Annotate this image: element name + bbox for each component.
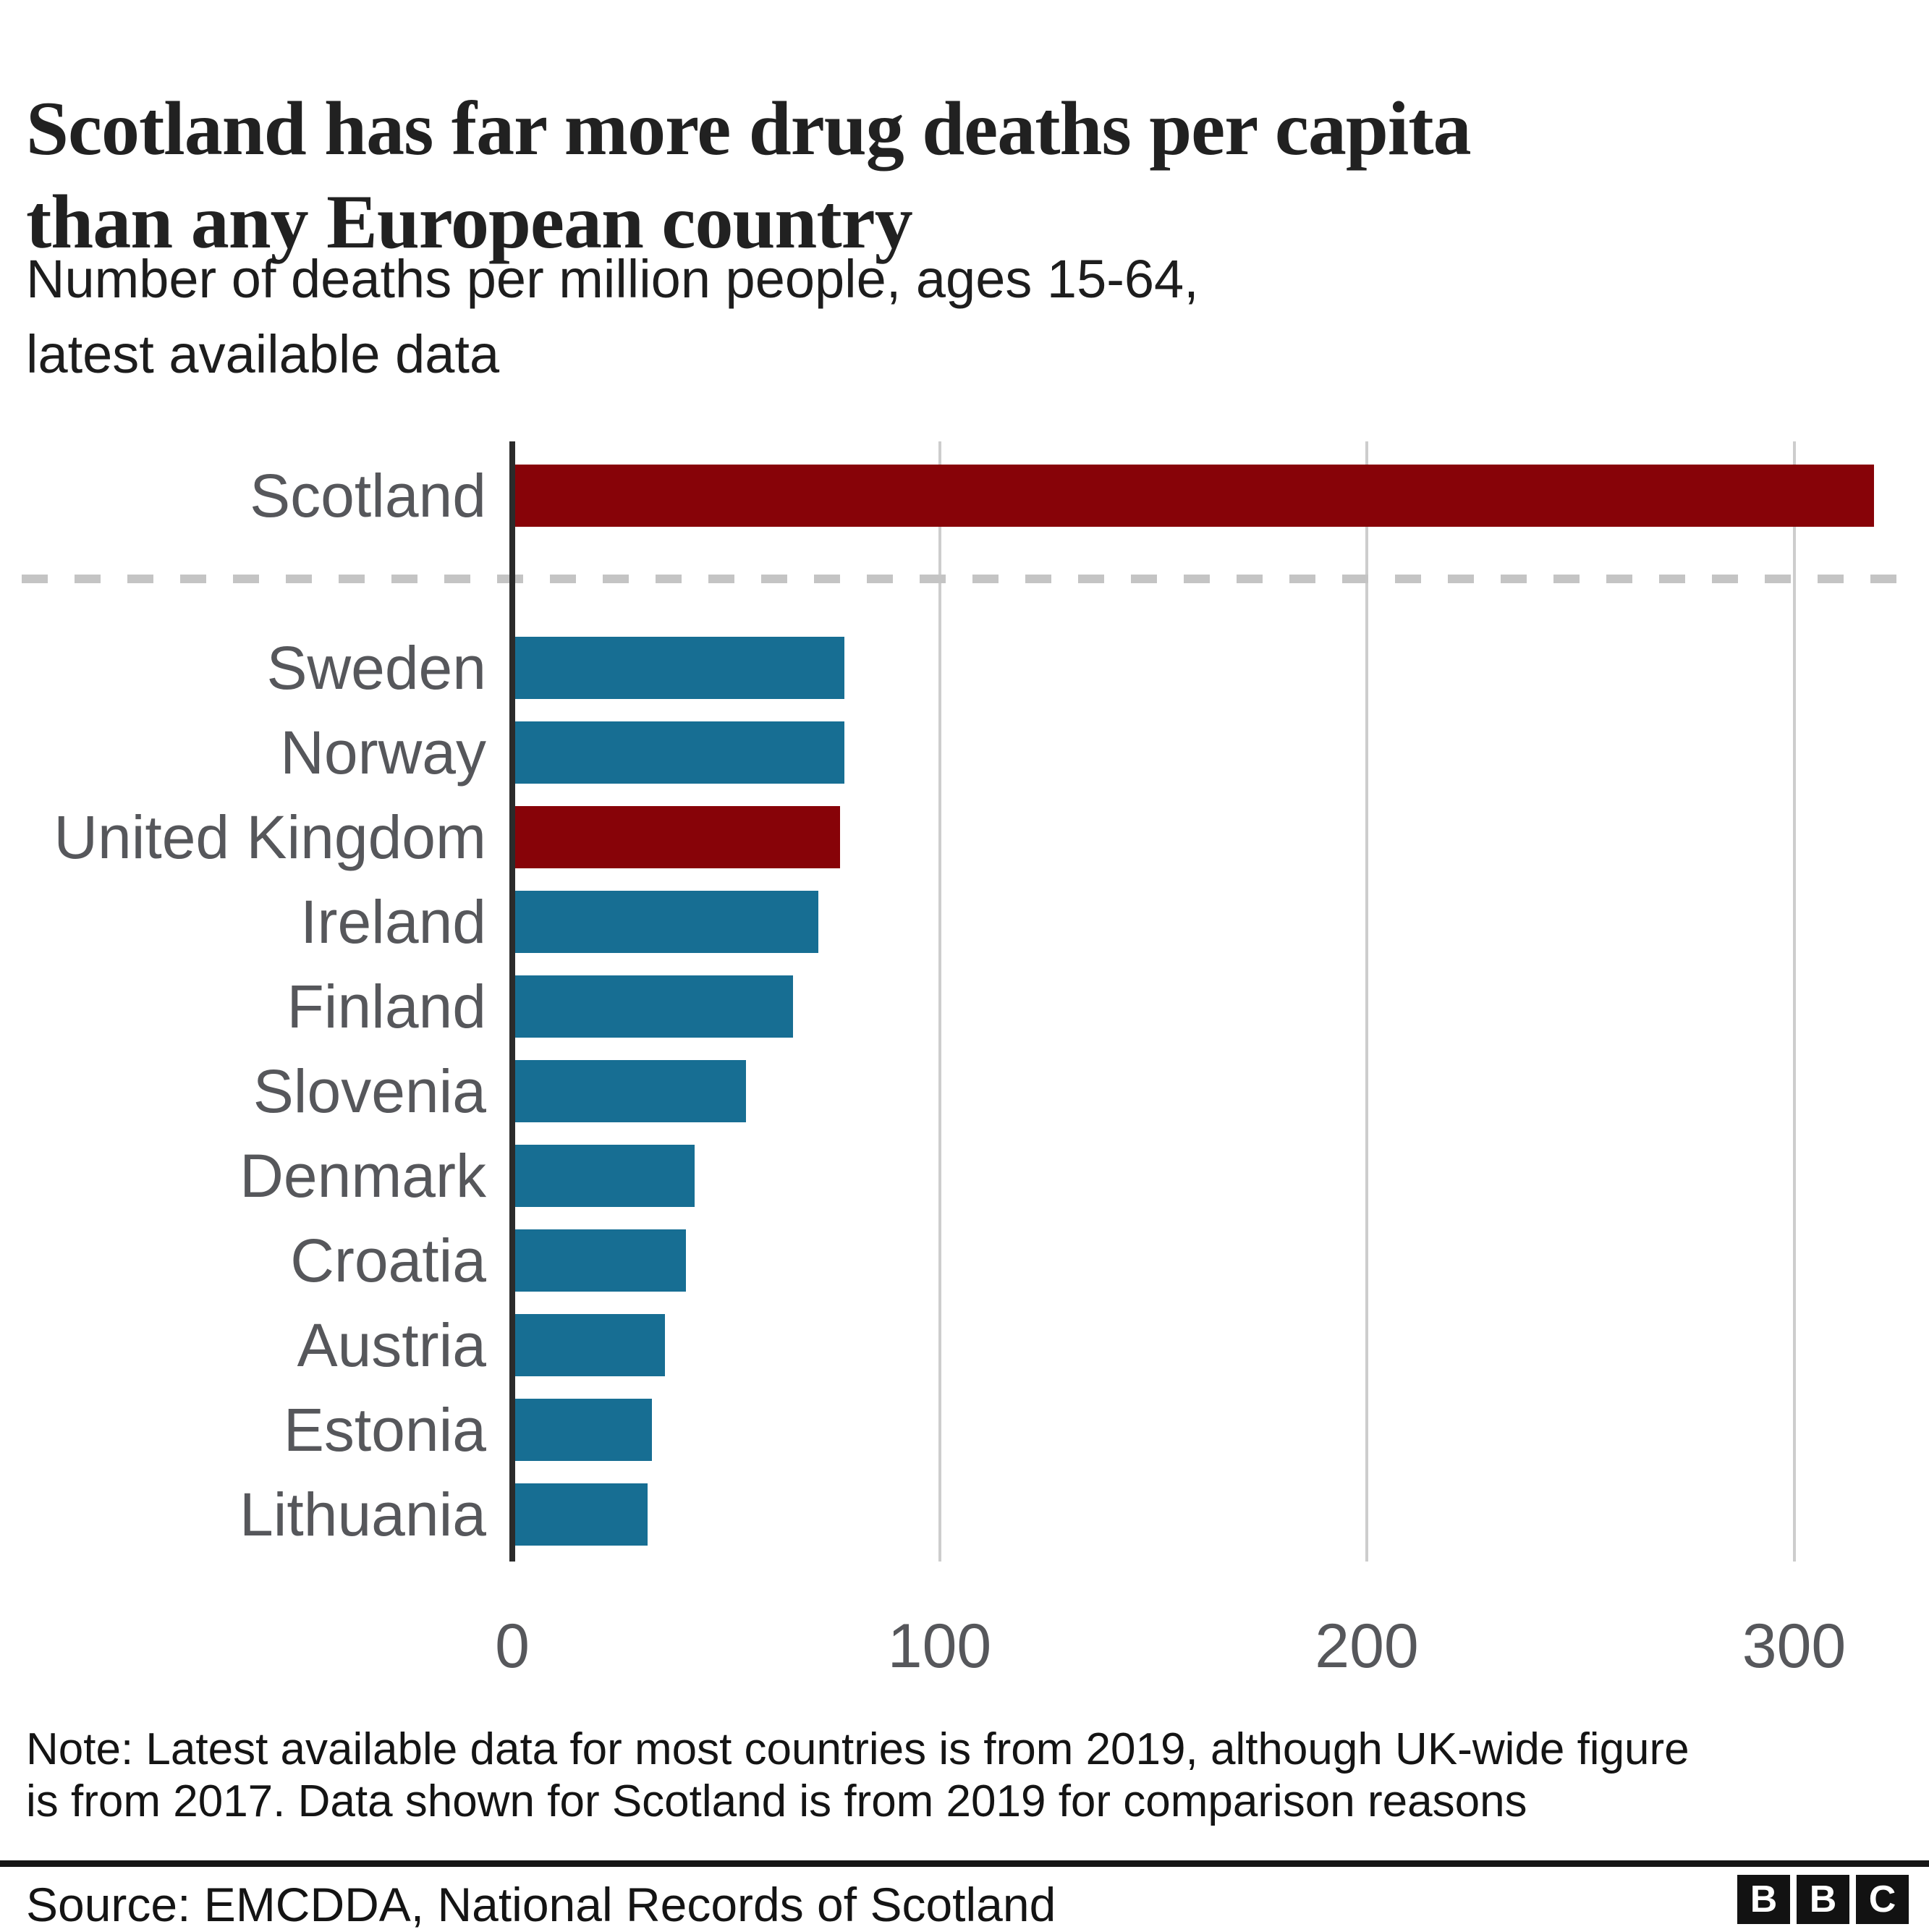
label-estonia: Estonia: [283, 1396, 486, 1464]
label-finland: Finland: [287, 973, 486, 1041]
bar-croatia: [515, 1229, 687, 1292]
label-scotland: Scotland: [250, 462, 486, 530]
bar-scotland: [515, 465, 1874, 527]
bar-austria: [515, 1314, 665, 1376]
source-text: Source: EMCDDA, National Records of Scot…: [26, 1878, 1056, 1931]
label-slovenia: Slovenia: [253, 1057, 486, 1125]
bar-norway: [515, 721, 844, 784]
x-tick-label-100: 100: [887, 1611, 992, 1681]
label-croatia: Croatia: [290, 1226, 486, 1295]
label-denmark: Denmark: [239, 1142, 486, 1210]
chart-subtitle-line-1: Number of deaths per million people, age…: [26, 249, 1199, 309]
scotland-separator-line: [22, 575, 1910, 583]
chart-subtitle-line-2: latest available data: [26, 323, 500, 384]
bar-sweden: [515, 637, 844, 699]
bbc-logo-letter-b1: B: [1737, 1875, 1790, 1924]
label-austria: Austria: [297, 1311, 486, 1379]
chart-subtitle: Number of deaths per million people, age…: [26, 242, 1199, 391]
note-line-2: is from 2017. Data shown for Scotland is…: [26, 1776, 1527, 1826]
x-tick-label-300: 300: [1742, 1611, 1847, 1681]
label-ireland: Ireland: [300, 888, 486, 956]
bbc-logo-letter-b2: B: [1797, 1875, 1849, 1924]
chart-title: Scotland has far more drug deaths per ca…: [26, 82, 1472, 269]
label-sweden: Sweden: [266, 634, 486, 702]
bar-united-kingdom: [515, 806, 840, 868]
bar-ireland: [515, 891, 819, 953]
label-united-kingdom: United Kingdom: [54, 803, 486, 871]
bbc-logo: B B C: [1737, 1875, 1909, 1924]
x-tick-label-0: 0: [495, 1611, 530, 1681]
x-tick-label-200: 200: [1315, 1611, 1419, 1681]
label-norway: Norway: [280, 719, 486, 787]
bbc-logo-letter-c: C: [1856, 1875, 1909, 1924]
bar-lithuania: [515, 1483, 648, 1546]
note-line-1: Note: Latest available data for most cou…: [26, 1724, 1690, 1774]
bar-estonia: [515, 1399, 652, 1461]
bar-finland: [515, 975, 793, 1038]
footer-divider: [0, 1860, 1929, 1867]
bar-denmark: [515, 1145, 695, 1207]
y-axis-line: [509, 441, 515, 1562]
gridline-300: [1792, 441, 1796, 1562]
bar-slovenia: [515, 1060, 746, 1122]
note-text: Note: Latest available data for most cou…: [26, 1724, 1690, 1828]
gridline-200: [1365, 441, 1368, 1562]
chart-title-line-1: Scotland has far more drug deaths per ca…: [26, 86, 1472, 171]
gridline-100: [938, 441, 941, 1562]
label-lithuania: Lithuania: [239, 1480, 486, 1548]
chart-title-line-2: than any European country: [26, 179, 913, 265]
